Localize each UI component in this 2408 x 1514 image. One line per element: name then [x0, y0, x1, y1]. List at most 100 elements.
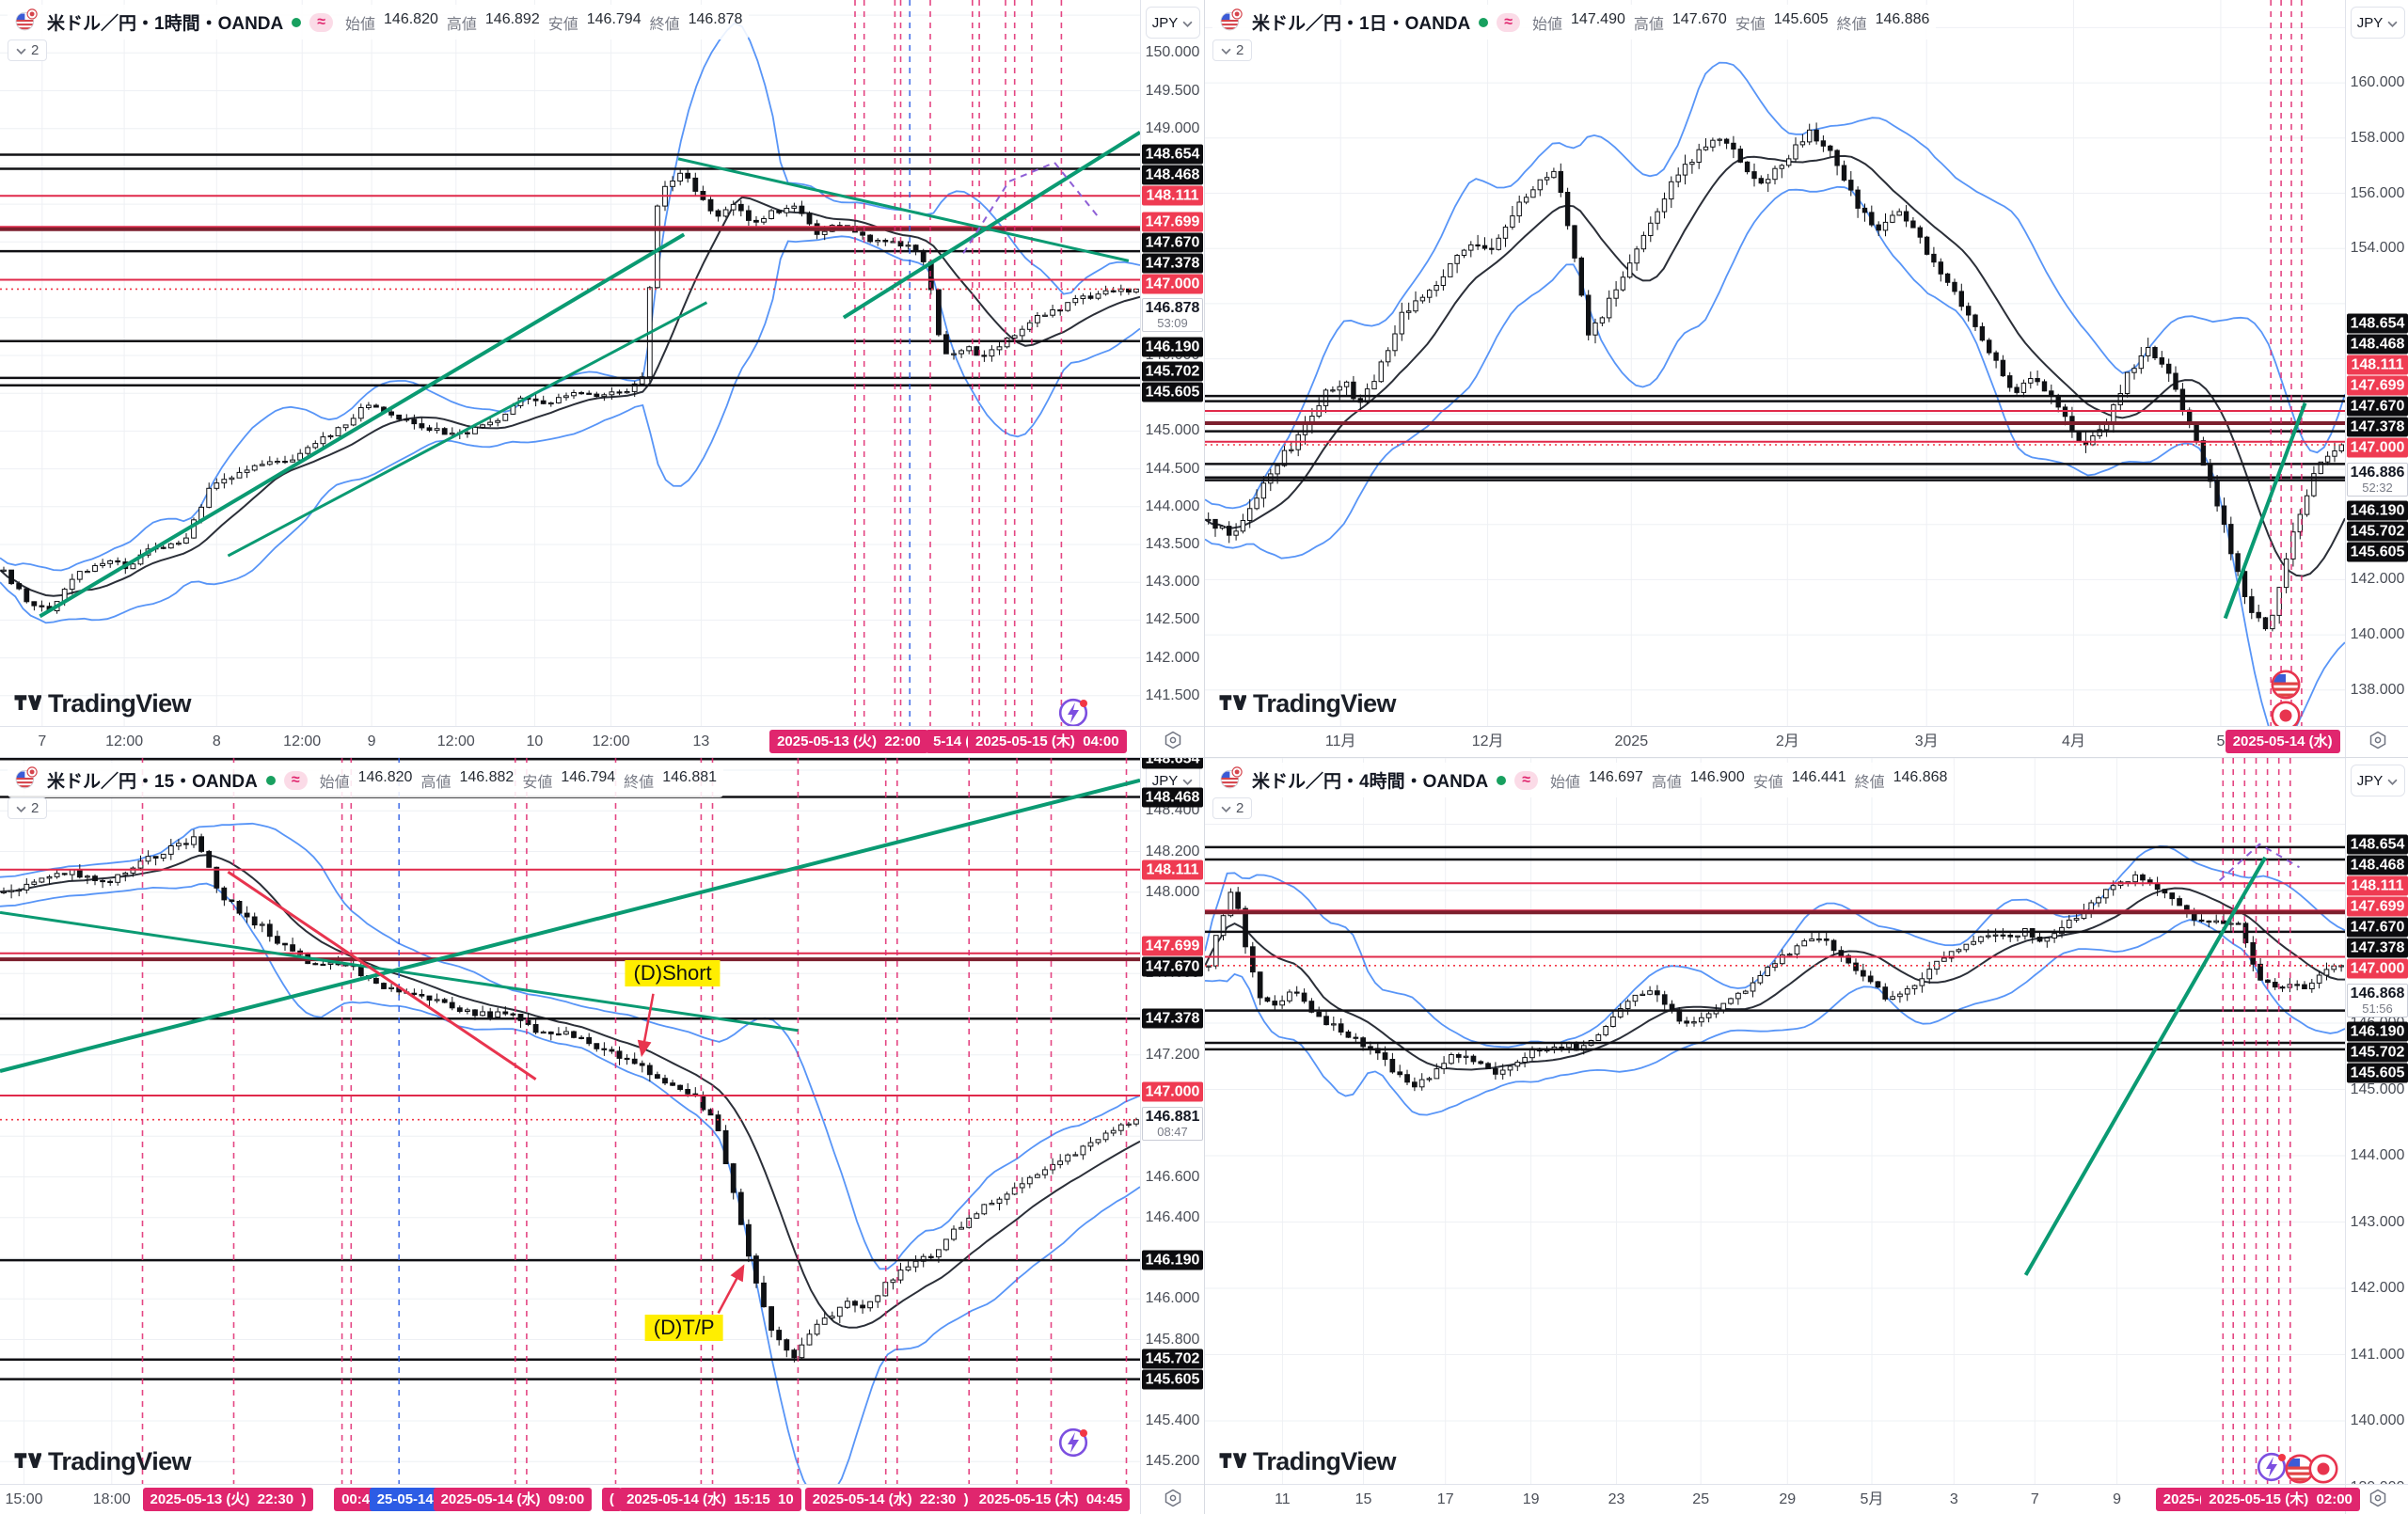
- tradingview-logo[interactable]: TradingView: [13, 1447, 192, 1476]
- chart-plot-area-1h[interactable]: 米ドル／円・1時間・OANDA ≈ 始値 146.820 高値 146.892 安値…: [0, 0, 1140, 726]
- price-level-label: 146.190: [2347, 1021, 2408, 1042]
- price-axis-tick: 158.000: [2350, 129, 2405, 146]
- time-axis[interactable]: 15:00 18:00 2025-05-13 (火) 22:30 ) 00:45 25-…: [0, 1484, 1140, 1514]
- price-axis[interactable]: JPY 148.400148.200148.000147.600147.2001…: [1140, 758, 1204, 1484]
- jp-flag-event-icon[interactable]: [2271, 701, 2301, 726]
- chart-title[interactable]: 米ドル／円・1日・OANDA: [1252, 14, 1471, 34]
- currency-button[interactable]: JPY: [1145, 7, 1200, 39]
- close-value: 146.881: [662, 768, 718, 785]
- drawing-text-label[interactable]: (D)Short: [625, 960, 721, 987]
- time-axis-tick: 23: [1608, 1491, 1625, 1507]
- drawing-text-label[interactable]: (D)T/P: [644, 1314, 723, 1341]
- price-axis-tick: 141.000: [2350, 1346, 2405, 1363]
- close-label: 終値: [624, 774, 655, 791]
- currency-button[interactable]: JPY: [2350, 765, 2405, 796]
- close-value: 146.878: [688, 10, 743, 27]
- us-flag-event-icon[interactable]: [2271, 670, 2301, 704]
- lightning-event-icon[interactable]: [2257, 1452, 2287, 1484]
- candles-layer: [1206, 871, 2344, 1092]
- low-value: 145.605: [1773, 10, 1829, 27]
- chart-title[interactable]: 米ドル／円・1時間・OANDA: [47, 14, 284, 34]
- alert-approx-icon[interactable]: ≈: [1514, 770, 1539, 790]
- tradingview-mark-icon: [13, 690, 42, 718]
- alert-approx-icon[interactable]: ≈: [1497, 12, 1521, 32]
- time-axis[interactable]: 11月 12月 2025 2月 3月 4月 5 2025-05-14 (水): [1205, 726, 2345, 757]
- axis-settings-button[interactable]: [1140, 726, 1204, 757]
- tradingview-logo[interactable]: TradingView: [1218, 689, 1397, 718]
- trendline-drawings[interactable]: [0, 778, 1140, 1080]
- high-value: 146.882: [459, 768, 515, 785]
- price-level-label: 145.605: [2347, 1063, 2408, 1083]
- price-axis-tick: 154.000: [2350, 240, 2405, 257]
- alert-approx-icon[interactable]: ≈: [283, 770, 308, 790]
- chart-plot-area-15m[interactable]: 米ドル／円・15・OANDA ≈ 始値 146.820 高値 146.882 安値 1…: [0, 758, 1140, 1484]
- lightning-event-icon[interactable]: [1058, 698, 1088, 726]
- indicator-count: 2: [31, 800, 40, 816]
- time-axis-tick: 11: [1275, 1491, 1291, 1507]
- chart-panel-1h: 米ドル／円・1時間・OANDA ≈ 始値 146.820 高値 146.892 安値…: [0, 0, 1204, 757]
- time-axis-tick: 19: [1522, 1491, 1540, 1507]
- price-level-label: 147.378: [2347, 938, 2408, 958]
- chart-plot-area-4h[interactable]: 米ドル／円・4時間・OANDA ≈ 始値 146.697 高値 146.900 安値…: [1205, 758, 2345, 1484]
- high-label: 高値: [1633, 16, 1664, 33]
- time-axis[interactable]: 7 12:00 8 12:00 9 12:00 10 12:00 13 2025-05-13 (火…: [0, 726, 1140, 757]
- trendline-drawings[interactable]: [2023, 843, 2301, 1276]
- price-axis[interactable]: JPY 146.000145.000144.000143.000142.0001…: [2345, 758, 2408, 1495]
- chart-title[interactable]: 米ドル／円・4時間・OANDA: [1252, 772, 1489, 792]
- jp-flag-event-icon[interactable]: [2308, 1454, 2338, 1484]
- currency-button[interactable]: JPY: [2350, 7, 2405, 39]
- date-range-label[interactable]: 2025-05-15 (木) 02:00: [2201, 1488, 2360, 1511]
- price-axis[interactable]: JPY 160.000 158.000 156.000 154.000 142.000 1…: [2345, 0, 2408, 726]
- grid-layer: [0, 0, 1140, 726]
- price-level-label: 148.468: [1142, 165, 1203, 185]
- chevron-down-icon: [1221, 800, 1231, 816]
- date-range-label[interactable]: 2025-05-14 (水) 09:00: [433, 1488, 593, 1511]
- date-range-label[interactable]: 2025-05-13 (火) 22:00: [769, 730, 928, 753]
- date-range-label[interactable]: 2025-05-13 (火) 22:30 ): [142, 1488, 314, 1511]
- price-level-label: 147.000: [1142, 274, 1203, 293]
- event-vlines: [854, 0, 1063, 726]
- date-range-label[interactable]: (: [601, 1488, 622, 1511]
- usdjpy-flag-icon: [14, 765, 39, 795]
- price-level-label: 147.699: [2347, 896, 2408, 917]
- open-label: 始値: [319, 774, 350, 791]
- trendline-drawings[interactable]: [39, 131, 1140, 619]
- usdjpy-flag-icon: [1219, 765, 1244, 795]
- indicators-collapse-badge[interactable]: 2: [1212, 39, 1253, 61]
- price-axis[interactable]: JPY 150.000149.500149.000146.500146.0001…: [1140, 0, 1204, 726]
- axis-settings-button[interactable]: [1140, 1484, 1204, 1514]
- indicators-collapse-badge[interactable]: 2: [8, 797, 48, 819]
- date-range-label[interactable]: 2025-05-15 (木) 04:45: [971, 1488, 1131, 1511]
- indicators-collapse-badge[interactable]: 2: [1212, 797, 1253, 819]
- date-range-label[interactable]: 2025-05-15 (木) 04:00: [968, 730, 1127, 753]
- price-axis-tick: 144.500: [1145, 460, 1200, 477]
- axis-settings-button[interactable]: [2345, 726, 2408, 757]
- low-value: 146.794: [561, 768, 616, 785]
- chart-title[interactable]: 米ドル／円・15・OANDA: [47, 772, 258, 792]
- event-vlines: [2222, 758, 2291, 1484]
- time-axis[interactable]: 11 15 17 19 23 25 29 5月 3 7 9 2025-(2025-05-15 (木) …: [1205, 1484, 2360, 1514]
- price-level-label: 147.000: [2347, 958, 2408, 979]
- time-axis-tick: 7: [2030, 1491, 2039, 1507]
- date-range-label[interactable]: 25-05-14: [369, 1488, 441, 1511]
- price-axis-tick: 146.600: [1145, 1168, 1200, 1185]
- chevron-down-icon: [16, 800, 26, 816]
- alert-approx-icon[interactable]: ≈: [309, 12, 334, 32]
- price-level-lines[interactable]: [1205, 394, 2345, 481]
- price-level-label: 146.190: [1142, 337, 1203, 356]
- date-range-label[interactable]: 2025-05-14 (水) 15:15 10: [619, 1488, 801, 1511]
- current-price-label: 146.878 53:09: [1142, 298, 1203, 332]
- chart-plot-area-1d[interactable]: 米ドル／円・1日・OANDA ≈ 始値 147.490 高値 147.670 安値 1…: [1205, 0, 2345, 726]
- tradingview-wordmark: TradingView: [48, 689, 192, 718]
- trendline-drawings[interactable]: [2223, 402, 2307, 620]
- indicator-count: 2: [1236, 42, 1244, 58]
- date-range-label[interactable]: 2025-05-14 (水) 22:30 ): [804, 1488, 976, 1511]
- tradingview-logo[interactable]: TradingView: [13, 689, 192, 718]
- lightning-event-icon[interactable]: [1058, 1427, 1088, 1462]
- close-value: 146.868: [1893, 768, 1948, 785]
- indicators-collapse-badge[interactable]: 2: [8, 39, 48, 61]
- date-range-label[interactable]: 2025-05-14 (水): [2225, 730, 2340, 753]
- tradingview-logo[interactable]: TradingView: [1218, 1447, 1397, 1476]
- close-value: 146.886: [1875, 10, 1930, 27]
